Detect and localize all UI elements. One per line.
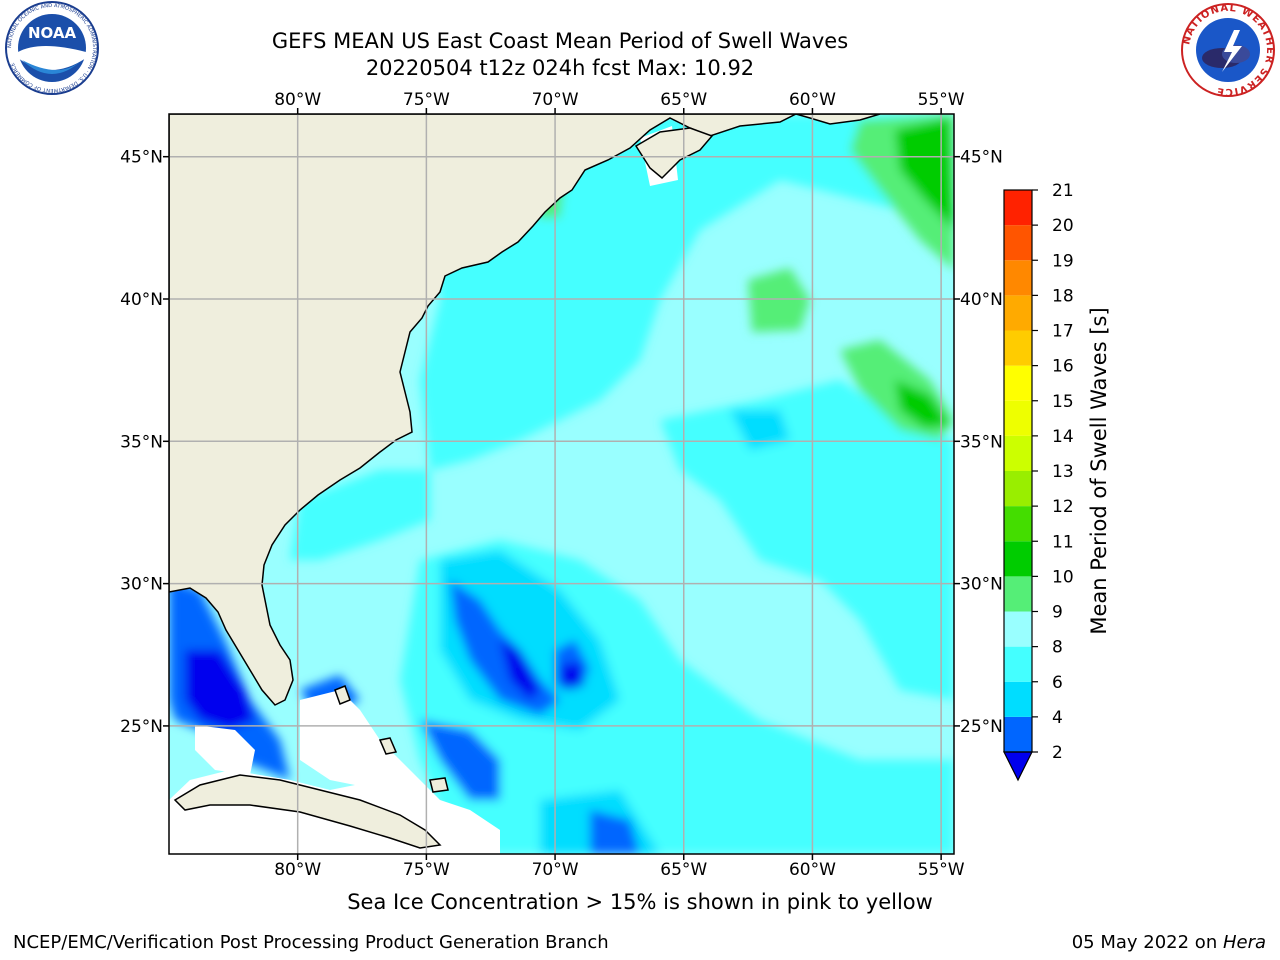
lon-label-top-5: 55°W — [918, 90, 965, 110]
colorbar-label-5: 10 — [1052, 567, 1074, 587]
lat-label-left-4: 25°N — [120, 717, 163, 737]
footer-credit: NCEP/EMC/Verification Post Processing Pr… — [13, 932, 609, 953]
lon-label-bottom-5: 55°W — [918, 860, 965, 880]
contour-6-8-east — [660, 380, 954, 700]
map-area — [169, 114, 954, 854]
land-bahamas-b — [378, 737, 398, 755]
colorbar-label-14: 19 — [1052, 251, 1074, 271]
colorbar-label-2: 6 — [1052, 673, 1063, 693]
colorbar-swatch-4 — [1004, 576, 1032, 612]
contour-10-11-ne — [895, 118, 954, 230]
colorbar-swatch-2 — [1004, 646, 1032, 682]
axis-tick-labels: 80°W 80°W 75°W 75°W 70°W 70°W 65°W 65°W 60°W 60°W… — [120, 90, 1003, 880]
colorbar-swatch-11 — [1004, 330, 1032, 366]
axis-ticks — [163, 108, 960, 860]
sea-ice-note: Sea Ice Concentration > 15% is shown in … — [347, 890, 933, 914]
colorbar-label-15: 20 — [1052, 216, 1074, 236]
noaa-logo-icon: NOAA NATIONAL OCEANIC AND ATMOSPHERIC AD… — [5, 1, 99, 95]
land-cuba — [173, 774, 442, 849]
colorbar-swatch-5 — [1004, 541, 1032, 577]
footer-host: Hera — [1222, 932, 1266, 953]
land — [169, 114, 881, 849]
land-bahamas-c — [429, 777, 449, 793]
lon-label-bottom-0: 80°W — [274, 860, 321, 880]
colorbar-label-12: 17 — [1052, 322, 1074, 342]
contour-lt2-a — [500, 640, 540, 700]
lon-label-bottom-1: 75°W — [403, 860, 450, 880]
footer-date-text: 05 May 2022 on — [1071, 932, 1223, 953]
lat-label-right-4: 25°N — [960, 717, 1003, 737]
contour-2-4-south — [590, 810, 640, 854]
colorbar-swatch-0 — [1004, 716, 1032, 752]
colorbar-swatch-7 — [1004, 471, 1032, 507]
colorbar-label-7: 12 — [1052, 497, 1074, 517]
lat-label-right-2: 35°N — [960, 432, 1003, 452]
colorbar-swatch-10 — [1004, 365, 1032, 401]
lat-label-left-2: 35°N — [120, 432, 163, 452]
colorbar-swatch-9 — [1004, 400, 1032, 436]
colorbar-label-4: 9 — [1052, 603, 1063, 623]
lon-label-top-2: 70°W — [532, 90, 579, 110]
colorbar-label-11: 16 — [1052, 357, 1074, 377]
contour-lt2-b — [560, 662, 585, 690]
lon-label-top-0: 80°W — [274, 90, 321, 110]
chart-title: GEFS MEAN US East Coast Mean Period of S… — [271, 29, 849, 53]
lat-label-right-0: 45°N — [960, 148, 1003, 168]
graticule — [169, 114, 954, 854]
lon-label-top-4: 60°W — [789, 90, 836, 110]
chart-subtitle: 20220504 t12z 024h fcst Max: 10.92 — [365, 56, 755, 80]
nws-logo-icon: NATIONAL WEATHER SERVICE — [1181, 3, 1275, 97]
lon-label-bottom-3: 65°W — [660, 860, 707, 880]
lat-label-left-1: 40°N — [120, 290, 163, 310]
colorbar-swatch-3 — [1004, 611, 1032, 647]
colorbar-label-8: 13 — [1052, 462, 1074, 482]
lat-label-left-3: 30°N — [120, 575, 163, 595]
colorbar-label-16: 21 — [1052, 181, 1074, 201]
colorbar-label-9: 14 — [1052, 427, 1074, 447]
footer-date: 05 May 2022 on Hera — [1072, 932, 1266, 953]
colorbar-swatch-14 — [1004, 225, 1032, 261]
colorbar-label-0: 2 — [1052, 743, 1063, 763]
contour-6-8-coast — [290, 470, 430, 560]
colorbar-swatch-1 — [1004, 681, 1032, 717]
colorbar-swatch-13 — [1004, 260, 1032, 296]
noaa-logo-text: NOAA — [28, 24, 77, 42]
colorbar-label-10: 15 — [1052, 392, 1074, 412]
lat-label-left-0: 45°N — [120, 148, 163, 168]
colorbar-label-3: 8 — [1052, 638, 1063, 658]
colorbar-swatch-8 — [1004, 435, 1032, 471]
colorbar-swatch-12 — [1004, 295, 1032, 331]
lon-label-bottom-2: 70°W — [532, 860, 579, 880]
colorbar-label-6: 11 — [1052, 532, 1074, 552]
colorbar-swatch-6 — [1004, 506, 1032, 542]
lat-label-right-3: 30°N — [960, 575, 1003, 595]
map-frame — [168, 113, 955, 855]
land-bahamas-a — [334, 685, 351, 705]
land-north-america — [169, 114, 797, 706]
contour-2-4-cuba — [420, 720, 500, 800]
land-newfoundland — [795, 114, 881, 125]
contour-9-10-mid — [748, 268, 810, 332]
lon-label-top-1: 75°W — [403, 90, 450, 110]
contour-lt2-gom — [185, 650, 255, 730]
lon-label-bottom-4: 60°W — [789, 860, 836, 880]
lon-label-top-3: 65°W — [660, 90, 707, 110]
colorbar-title: Mean Period of Swell Waves [s] — [1087, 307, 1111, 634]
colorbar-label-1: 4 — [1052, 708, 1063, 728]
colorbar-under-arrow — [1003, 751, 1033, 782]
contour-4-6-b — [730, 410, 790, 450]
colorbar: 2 4 6 8 9 10 11 12 13 14 15 16 17 18 19 20 21 — [1003, 181, 1074, 782]
colorbar-swatch-15 — [1004, 190, 1032, 226]
contour-10-11-east — [895, 380, 950, 428]
land-nova-scotia — [634, 127, 714, 180]
lat-label-right-1: 40°N — [960, 290, 1003, 310]
colorbar-label-13: 18 — [1052, 286, 1074, 306]
